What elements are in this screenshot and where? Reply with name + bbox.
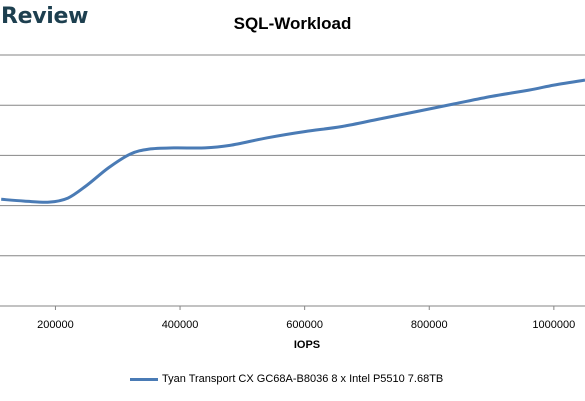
chart-title: SQL-Workload [233,14,352,33]
x-tick-label: 200000 [37,319,74,331]
x-tick-label: 400000 [162,319,199,331]
x-tick-label: 800000 [411,319,448,331]
x-axis-ticks: 200000 400000 600000 800000 1000000 [37,306,575,331]
gridlines [0,54,585,307]
series-lines [1,78,585,204]
x-tick-label: 1000000 [532,319,575,331]
x-tick-label: 600000 [286,319,323,331]
brand-logo: Review [1,4,89,29]
legend: Tyan Transport CX GC68A-B8036 8 x Intel … [130,373,443,385]
x-axis-label: IOPS [294,339,320,351]
legend-swatch [130,377,158,381]
legend-series-label: Tyan Transport CX GC68A-B8036 8 x Intel … [162,373,444,385]
series-line [1,78,585,204]
